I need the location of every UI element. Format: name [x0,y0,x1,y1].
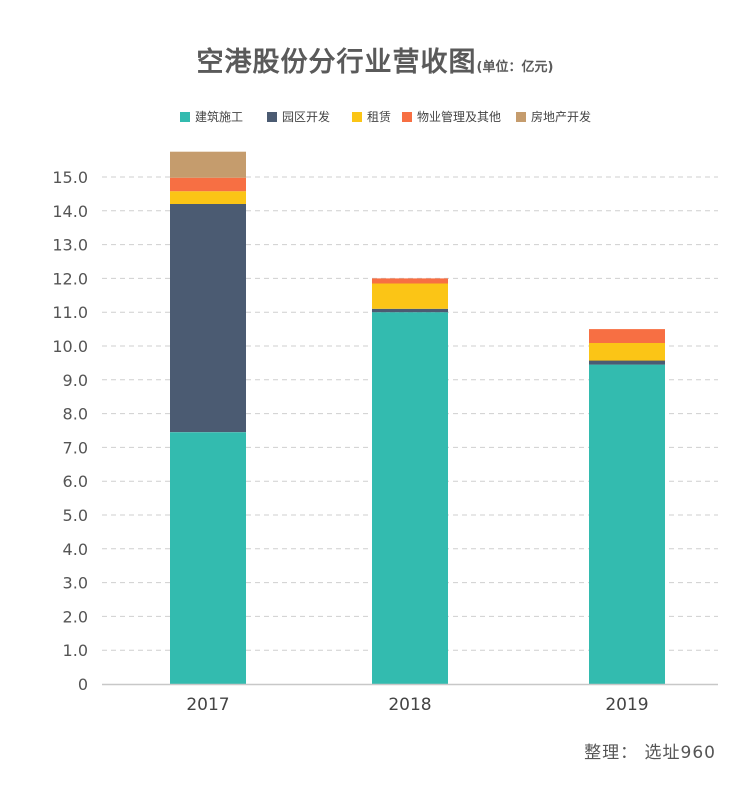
chart-subtitle: (单位：亿元) [476,60,554,75]
y-tick-label: 13.0 [52,236,88,255]
bar-segment [170,151,246,178]
y-tick-label: 14.0 [52,202,88,221]
legend-swatch [516,112,526,122]
y-tick-label: 11.0 [52,303,88,322]
chart-title: 空港股份分行业营收图 [196,47,477,78]
legend-item: 租赁 [352,108,391,125]
bar-segment [372,308,448,313]
bar-segment [589,360,665,365]
legend-item: 建筑施工 [180,108,243,125]
y-tick-label: 2.0 [63,607,88,626]
bar-segment [170,191,246,204]
legend-swatch [267,112,277,122]
credit-text: 整理： 选址960 [584,743,716,763]
bar-segment [589,329,665,343]
bar-segment [170,204,246,433]
y-tick-label: 0 [78,675,88,694]
chart-title-block: 空港股份分行业营收图(单位：亿元) [0,40,750,79]
y-tick-label: 4.0 [63,540,88,559]
legend-label: 园区开发 [282,110,331,124]
bar-segment [372,312,448,684]
legend-item: 房地产开发 [516,108,591,125]
y-tick-label: 10.0 [52,337,88,356]
legend-item: 物业管理及其他 [402,108,501,125]
bar-segment [170,432,246,684]
y-tick-label: 1.0 [63,641,88,660]
bar-segment [372,278,448,284]
x-tick-label: 2017 [186,695,229,715]
legend-label: 建筑施工 [195,110,244,124]
y-tick-label: 12.0 [52,269,88,288]
legend-label: 租赁 [367,110,392,124]
y-tick-label: 15.0 [52,168,88,187]
bar-segment [589,343,665,361]
y-tick-label: 5.0 [63,506,88,525]
legend-swatch [180,112,190,122]
y-tick-label: 7.0 [63,438,88,457]
bar-segment [170,177,246,192]
bar-segment [589,364,665,684]
legend-swatch [352,112,362,122]
y-tick-label: 3.0 [63,574,88,593]
y-tick-label: 6.0 [63,472,88,491]
legend-label: 房地产开发 [531,110,592,124]
x-tick-label: 2018 [388,695,431,715]
legend-label: 物业管理及其他 [417,110,502,124]
x-tick-label: 2019 [605,695,648,715]
y-tick-label: 9.0 [63,371,88,390]
bar-segment [372,283,448,309]
legend-swatch [402,112,412,122]
legend-item: 园区开发 [267,108,330,125]
y-tick-label: 8.0 [63,405,88,424]
